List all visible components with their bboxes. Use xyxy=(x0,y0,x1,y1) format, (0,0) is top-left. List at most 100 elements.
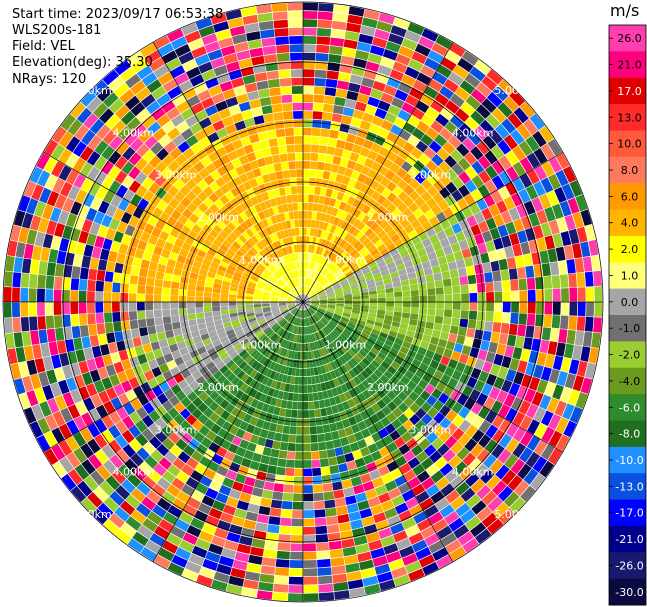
radar-gate xyxy=(155,187,167,200)
radar-gate xyxy=(377,243,387,252)
radar-gate xyxy=(235,357,245,367)
radar-gate xyxy=(327,293,335,297)
radar-gate xyxy=(275,36,289,46)
radar-gate xyxy=(509,232,520,246)
radar-gate xyxy=(221,378,231,389)
radar-gate xyxy=(312,119,322,128)
radar-gate xyxy=(409,504,424,517)
range-ring-label: 1.00km xyxy=(325,254,367,267)
radar-gate xyxy=(292,289,299,296)
radar-gate xyxy=(189,380,200,391)
radar-gate xyxy=(22,375,34,392)
radar-gate xyxy=(333,285,342,290)
radar-gate xyxy=(303,501,314,510)
radar-gate xyxy=(381,198,392,209)
radar-gate xyxy=(344,371,353,381)
radar-gate xyxy=(342,286,351,292)
radar-gate xyxy=(225,235,235,245)
radar-gate xyxy=(433,179,445,192)
radar-gate xyxy=(291,325,296,334)
radar-gate xyxy=(364,228,374,237)
radar-gate xyxy=(197,502,212,515)
radar-gate xyxy=(400,317,410,325)
radar-gate xyxy=(113,82,130,98)
radar-gate xyxy=(241,275,250,282)
radar-gate xyxy=(509,358,520,371)
radar-gate xyxy=(249,495,262,506)
radar-gate xyxy=(270,302,278,304)
radar-gate xyxy=(221,313,230,320)
range-ring-label: 5.00km xyxy=(494,508,536,521)
radar-gate xyxy=(439,85,454,100)
radar-gate xyxy=(169,227,181,238)
radar-gate xyxy=(108,439,122,454)
radar-gate xyxy=(303,52,316,61)
radar-gate xyxy=(303,302,309,308)
radar-gate xyxy=(257,221,265,230)
radar-gate xyxy=(319,450,328,459)
radar-gate xyxy=(457,393,469,406)
radar-gate xyxy=(375,183,386,194)
radar-gate xyxy=(247,284,256,290)
range-rings xyxy=(2,1,604,603)
radar-gate xyxy=(91,80,108,96)
radar-gate xyxy=(163,273,173,282)
radar-gate xyxy=(52,178,66,194)
radar-gate xyxy=(512,243,523,257)
radar-gate xyxy=(455,361,466,373)
radar-gate xyxy=(342,546,357,557)
radar-gate xyxy=(380,176,391,188)
radar-gate xyxy=(276,337,283,345)
radar-gate xyxy=(586,302,594,317)
radar-gate xyxy=(426,172,439,185)
radar-gate xyxy=(386,460,399,472)
radar-gate xyxy=(357,439,368,450)
radar-gate xyxy=(498,155,512,170)
radar-gate xyxy=(405,524,420,538)
radar-gate xyxy=(293,325,297,334)
radar-gate xyxy=(232,354,242,363)
radar-gate xyxy=(444,194,456,207)
radar-gate xyxy=(478,220,489,233)
radar-gate xyxy=(411,107,425,120)
radar-gate xyxy=(334,287,342,292)
radar-gate xyxy=(331,317,340,323)
radar-gate xyxy=(167,127,181,141)
radar-gate xyxy=(190,102,205,115)
radar-gate xyxy=(385,306,394,312)
radar-gate xyxy=(392,407,403,418)
radar-gate xyxy=(519,302,528,314)
radar-gate xyxy=(182,263,192,272)
radar-gate xyxy=(568,228,580,245)
radar-gate xyxy=(141,496,157,511)
radar-gate xyxy=(143,223,155,235)
radar-gate xyxy=(273,313,282,319)
radar-gate xyxy=(220,293,229,299)
radar-gate xyxy=(353,535,368,546)
radar-gate xyxy=(292,102,303,111)
radar-gate xyxy=(396,380,407,391)
radar-gate xyxy=(435,345,445,356)
radar-gate xyxy=(290,253,295,262)
radar-gate xyxy=(383,370,394,380)
radar-gate xyxy=(181,22,198,36)
radar-gate xyxy=(355,492,368,503)
radar-gate xyxy=(306,287,311,295)
radar-gate xyxy=(458,184,470,198)
radar-gate xyxy=(324,314,332,320)
radar-gate xyxy=(83,397,96,412)
radar-gate xyxy=(286,263,291,272)
radar-gate xyxy=(361,214,371,225)
radar-gate xyxy=(208,112,222,124)
radar-gate xyxy=(265,315,274,321)
radar-gate xyxy=(347,196,356,206)
radar-gate xyxy=(316,340,321,349)
radar-gate xyxy=(215,209,225,220)
radar-gate xyxy=(488,341,498,354)
radar-gate xyxy=(108,180,121,194)
radar-gate xyxy=(200,156,212,168)
radar-gate xyxy=(373,343,382,352)
radar-gate xyxy=(123,189,135,202)
radar-gate xyxy=(334,147,344,157)
radar-gate xyxy=(73,416,87,431)
